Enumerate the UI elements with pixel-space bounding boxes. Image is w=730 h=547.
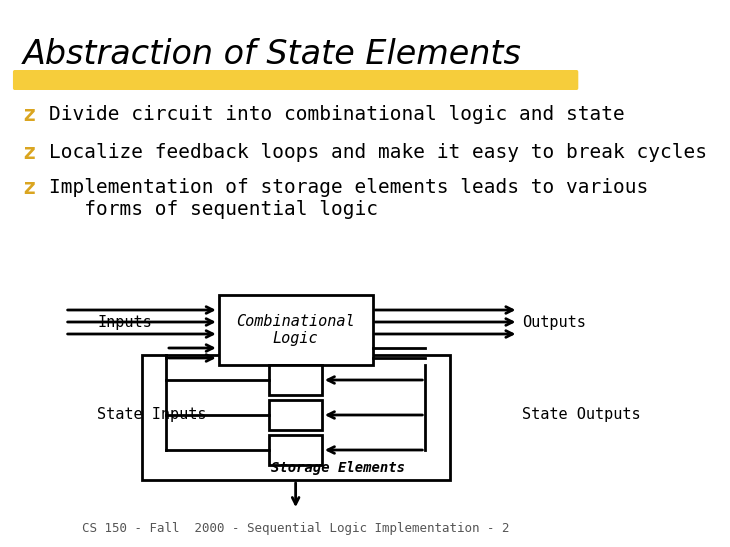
Text: Storage Elements: Storage Elements	[272, 461, 405, 475]
Text: Combinational
Logic: Combinational Logic	[237, 314, 355, 346]
Text: z: z	[23, 178, 36, 198]
Bar	[269, 400, 322, 430]
Bar	[269, 435, 322, 465]
Text: Outputs: Outputs	[523, 315, 586, 329]
Bar	[269, 365, 322, 395]
Text: State Inputs: State Inputs	[97, 408, 207, 422]
Text: z: z	[23, 143, 36, 163]
Text: CS 150 - Fall  2000 - Sequential Logic Implementation - 2: CS 150 - Fall 2000 - Sequential Logic Im…	[82, 522, 510, 535]
Text: Implementation of storage elements leads to various
   forms of sequential logic: Implementation of storage elements leads…	[49, 178, 648, 219]
Bar	[219, 295, 372, 365]
Text: z: z	[23, 105, 36, 125]
Text: Inputs: Inputs	[97, 315, 152, 329]
Text: State Outputs: State Outputs	[523, 408, 641, 422]
Text: Localize feedback loops and make it easy to break cycles: Localize feedback loops and make it easy…	[49, 143, 707, 162]
Text: Abstraction of State Elements: Abstraction of State Elements	[23, 38, 521, 71]
FancyBboxPatch shape	[13, 70, 578, 90]
Text: Divide circuit into combinational logic and state: Divide circuit into combinational logic …	[49, 105, 624, 124]
Bar	[142, 355, 450, 480]
